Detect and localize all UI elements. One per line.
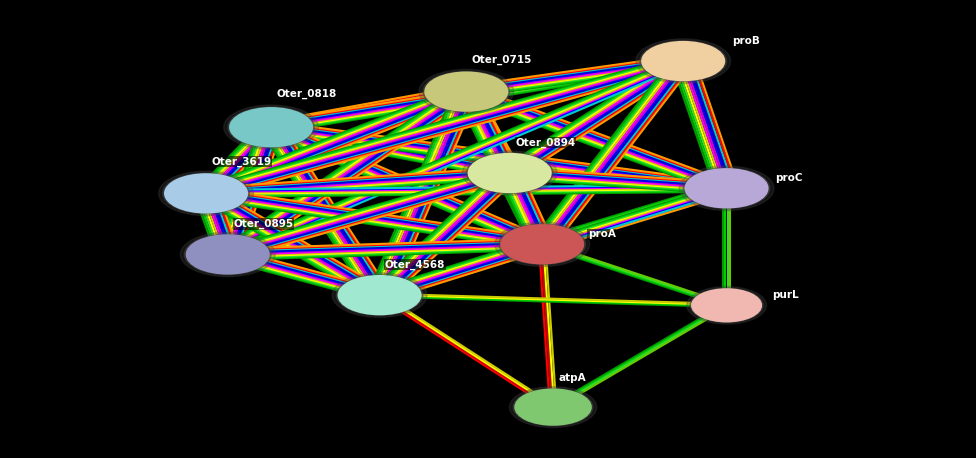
- Circle shape: [332, 273, 427, 317]
- Circle shape: [419, 69, 513, 114]
- Circle shape: [159, 171, 254, 216]
- Circle shape: [339, 276, 421, 315]
- Circle shape: [181, 232, 275, 277]
- Text: Oter_0818: Oter_0818: [276, 89, 337, 99]
- Circle shape: [186, 235, 269, 274]
- Circle shape: [495, 222, 590, 267]
- Circle shape: [635, 39, 731, 83]
- Circle shape: [227, 107, 314, 147]
- Circle shape: [467, 153, 553, 193]
- Text: proA: proA: [588, 229, 616, 239]
- Text: Oter_0894: Oter_0894: [515, 137, 576, 147]
- Text: Oter_0895: Oter_0895: [233, 219, 293, 229]
- Circle shape: [509, 387, 596, 428]
- Circle shape: [690, 288, 763, 322]
- Circle shape: [163, 173, 249, 214]
- Text: Oter_0715: Oter_0715: [471, 55, 532, 65]
- Circle shape: [642, 42, 724, 81]
- Circle shape: [423, 71, 509, 112]
- Circle shape: [679, 166, 774, 211]
- Circle shape: [499, 224, 586, 265]
- Circle shape: [463, 151, 557, 195]
- Circle shape: [224, 105, 318, 149]
- Text: purL: purL: [772, 290, 798, 300]
- Circle shape: [165, 174, 247, 213]
- Circle shape: [337, 275, 423, 316]
- Text: atpA: atpA: [558, 373, 587, 383]
- Circle shape: [184, 234, 271, 275]
- Circle shape: [692, 289, 761, 322]
- Text: Oter_3619: Oter_3619: [212, 157, 271, 167]
- Circle shape: [685, 169, 768, 207]
- Circle shape: [501, 225, 584, 264]
- Circle shape: [426, 72, 508, 111]
- Text: proC: proC: [775, 173, 803, 183]
- Text: proB: proB: [732, 36, 760, 46]
- Circle shape: [513, 388, 593, 426]
- Circle shape: [683, 168, 770, 208]
- Circle shape: [515, 389, 591, 425]
- Circle shape: [640, 41, 726, 82]
- Circle shape: [230, 108, 312, 147]
- Text: Oter_4568: Oter_4568: [385, 259, 445, 270]
- Circle shape: [468, 154, 550, 192]
- Circle shape: [687, 287, 766, 324]
